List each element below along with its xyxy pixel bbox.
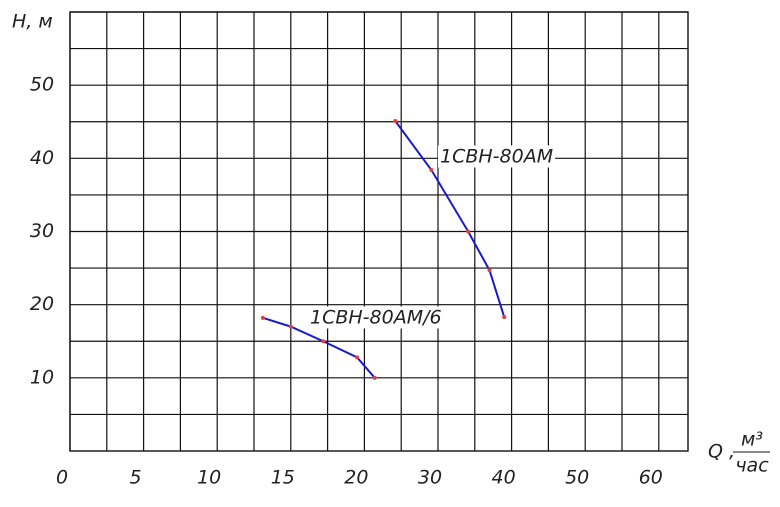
x-axis-label: Q , [708, 441, 735, 463]
y-tick-label: 30 [30, 220, 54, 242]
point-marker [372, 375, 377, 380]
series-label: 1СВН-80АМ [440, 146, 553, 168]
x-tick-label: 30 [418, 467, 442, 489]
x-unit-denominator: час [735, 455, 769, 477]
point-marker [355, 355, 360, 360]
point-marker [502, 315, 507, 320]
y-tick-label: 20 [30, 293, 54, 315]
x-tick-label: 10 [197, 467, 221, 489]
x-tick-label: 5 [130, 467, 142, 489]
point-marker [393, 119, 398, 124]
series-label: 1СВН-80АМ/6 [310, 307, 442, 329]
label-background [308, 306, 444, 329]
point-marker [288, 324, 293, 329]
y-tick-label: 50 [30, 74, 54, 96]
y-tick-label: 40 [30, 147, 54, 169]
point-marker [429, 168, 434, 173]
x-tick-label: 40 [492, 467, 516, 489]
point-marker [260, 315, 265, 320]
point-marker [487, 268, 492, 273]
y-axis-label: Н, м [12, 11, 53, 33]
x-tick-label: 20 [344, 467, 368, 489]
x-tick-label: 0 [56, 467, 68, 489]
x-unit-numerator: м³ [741, 429, 763, 451]
x-tick-label: 50 [565, 467, 589, 489]
y-tick-label: 10 [30, 366, 54, 388]
point-marker [466, 229, 471, 234]
x-tick-label: 15 [271, 467, 295, 489]
label-background [438, 145, 556, 168]
x-tick-label: 60 [639, 467, 663, 489]
point-marker [321, 339, 326, 344]
